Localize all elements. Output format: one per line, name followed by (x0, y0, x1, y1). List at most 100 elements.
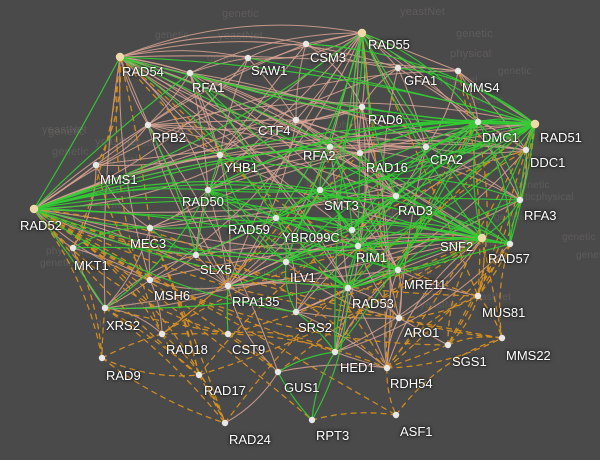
graph-node-mus81[interactable] (474, 292, 482, 300)
graph-node-rad59[interactable] (272, 214, 280, 222)
node-label-msh6[interactable]: MSH6 (154, 288, 191, 303)
node-label-rdh54[interactable]: RDH54 (390, 376, 433, 391)
graph-node-smt3[interactable] (316, 186, 324, 194)
node-label-rad9[interactable]: RAD9 (106, 368, 141, 383)
graph-node-cst9[interactable] (224, 330, 232, 338)
node-label-mus81[interactable]: MUS81 (482, 305, 526, 320)
node-label-rad3[interactable]: RAD3 (398, 203, 433, 218)
node-label-gfa1[interactable]: GFA1 (404, 73, 438, 88)
graph-node-rpb2[interactable] (144, 121, 152, 129)
node-label-aro1[interactable]: ARO1 (404, 325, 440, 340)
graph-node-csm3[interactable] (302, 40, 310, 48)
graph-node-rdh54[interactable] (383, 364, 391, 372)
node-label-smt3[interactable]: SMT3 (324, 198, 359, 213)
graph-node-ybr099c[interactable] (348, 226, 356, 234)
graph-node-rad57[interactable] (506, 240, 514, 248)
node-label-rfa3[interactable]: RFA3 (524, 208, 557, 223)
node-label-rad51[interactable]: RAD51 (540, 130, 582, 145)
node-label-rad52[interactable]: RAD52 (20, 218, 62, 233)
graph-node-cpa2[interactable] (422, 143, 430, 151)
node-label-ilv1[interactable]: ILV1 (290, 270, 316, 285)
node-label-rad50[interactable]: RAD50 (182, 194, 224, 209)
node-label-mms1[interactable]: MMS1 (100, 172, 138, 187)
graph-node-sgs1[interactable] (444, 341, 452, 349)
node-label-ybr099c[interactable]: YBR099C (282, 230, 340, 245)
node-label-asf1[interactable]: ASF1 (400, 424, 433, 439)
graph-node-rfa1[interactable] (186, 69, 194, 77)
graph-node-rad16[interactable] (356, 149, 364, 157)
graph-node-gfa1[interactable] (394, 64, 402, 72)
graph-node-msh6[interactable] (146, 276, 154, 284)
graph-node-hed1[interactable] (331, 348, 339, 356)
graph-node-rad3[interactable] (392, 192, 400, 200)
graph-node-asf1[interactable] (392, 411, 400, 419)
graph-node-rad50[interactable] (204, 186, 212, 194)
node-label-yhb1[interactable]: YHB1 (224, 160, 258, 175)
graph-node-rfa2[interactable] (326, 143, 334, 151)
graph-node-rad6[interactable] (358, 103, 366, 111)
graph-node-mms22[interactable] (498, 334, 506, 342)
node-label-slx5[interactable]: SLX5 (200, 262, 232, 277)
node-label-cst9[interactable]: CST9 (232, 342, 266, 357)
node-label-srs2[interactable]: SRS2 (298, 320, 332, 335)
node-label-mec3[interactable]: MEC3 (130, 236, 167, 251)
graph-node-slx5[interactable] (192, 251, 200, 259)
node-label-mms4[interactable]: MMS4 (462, 80, 500, 95)
node-label-rad54[interactable]: RAD54 (122, 64, 164, 79)
graph-node-ddc1[interactable] (522, 146, 530, 154)
graph-node-rad55[interactable] (357, 28, 367, 38)
node-label-hed1[interactable]: HED1 (340, 360, 375, 375)
graph-node-dmc1[interactable] (474, 118, 482, 126)
graph-node-rad9[interactable] (98, 354, 106, 362)
graph-node-ilv1[interactable] (282, 258, 290, 266)
graph-node-rad52[interactable] (29, 204, 39, 214)
node-label-rad53[interactable]: RAD53 (352, 296, 394, 311)
graph-node-aro1[interactable] (395, 314, 403, 322)
graph-node-rpt3[interactable] (308, 416, 316, 424)
node-label-dmc1[interactable]: DMC1 (482, 130, 519, 145)
node-label-rad18[interactable]: RAD18 (166, 342, 208, 357)
graph-node-gus1[interactable] (274, 368, 282, 376)
node-label-snf2[interactable]: SNF2 (440, 239, 474, 254)
node-label-rad59[interactable]: RAD59 (228, 222, 270, 237)
graph-node-rad51[interactable] (530, 119, 540, 129)
node-label-rad55[interactable]: RAD55 (368, 37, 410, 52)
graph-node-mms4[interactable] (454, 67, 462, 75)
node-label-rad24[interactable]: RAD24 (229, 432, 271, 447)
node-label-saw1[interactable]: SAW1 (251, 63, 288, 78)
graph-node-mkt1[interactable] (69, 244, 77, 252)
graph-node-rad18[interactable] (158, 330, 166, 338)
node-label-rad57[interactable]: RAD57 (488, 251, 530, 266)
graph-node-rad54[interactable] (115, 52, 125, 62)
node-label-rpa135[interactable]: RPA135 (232, 294, 280, 309)
graph-node-rim1[interactable] (354, 242, 362, 250)
node-label-ctf4[interactable]: CTF4 (258, 123, 291, 138)
node-label-xrs2[interactable]: XRS2 (106, 318, 140, 333)
graph-node-mec3[interactable] (146, 224, 154, 232)
graph-node-rad17[interactable] (195, 371, 203, 379)
node-label-rpb2[interactable]: RPB2 (152, 130, 186, 145)
node-label-rim1[interactable]: RIM1 (356, 250, 388, 265)
node-label-cpa2[interactable]: CPA2 (430, 152, 463, 167)
graph-node-rad53[interactable] (344, 284, 352, 292)
node-label-csm3[interactable]: CSM3 (310, 50, 347, 65)
graph-node-yhb1[interactable] (216, 151, 224, 159)
graph-node-srs2[interactable] (292, 308, 300, 316)
graph-node-mre11[interactable] (394, 266, 402, 274)
node-label-rad6[interactable]: RAD6 (368, 112, 403, 127)
graph-node-snf2[interactable] (477, 233, 487, 243)
graph-node-rfa3[interactable] (516, 196, 524, 204)
graph-node-xrs2[interactable] (101, 304, 109, 312)
graph-node-saw1[interactable] (244, 54, 252, 62)
node-label-ddc1[interactable]: DDC1 (530, 155, 566, 170)
node-label-rad16[interactable]: RAD16 (366, 160, 408, 175)
node-label-gus1[interactable]: GUS1 (284, 380, 320, 395)
node-label-mkt1[interactable]: MKT1 (74, 258, 109, 273)
graph-node-rad24[interactable] (221, 419, 229, 427)
node-label-rfa2[interactable]: RFA2 (303, 148, 336, 163)
graph-node-ctf4[interactable] (292, 116, 300, 124)
graph-node-rpa135[interactable] (224, 282, 232, 290)
node-label-sgs1[interactable]: SGS1 (452, 354, 487, 369)
node-label-mms22[interactable]: MMS22 (506, 348, 551, 363)
